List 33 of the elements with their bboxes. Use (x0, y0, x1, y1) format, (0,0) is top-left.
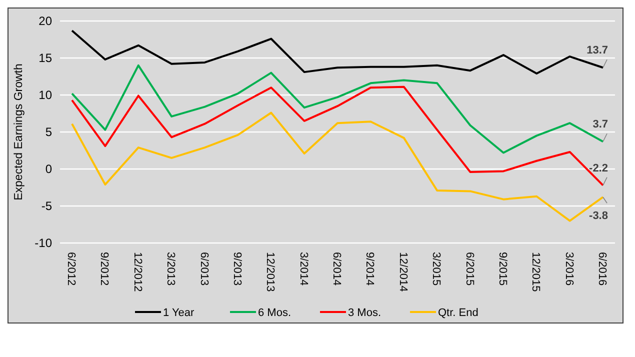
x-tick-label: 12/2015 (530, 252, 542, 292)
y-tick-label: -10 (34, 236, 52, 250)
x-tick-label: 6/2016 (596, 252, 608, 286)
y-tick-label: 0 (45, 162, 52, 176)
y-tick-label: 20 (38, 14, 52, 28)
y-tick-label: -5 (41, 199, 52, 214)
x-tick-label: 9/2014 (364, 252, 376, 286)
data-label: -3.8 (589, 210, 608, 222)
y-tick-label: 10 (38, 88, 52, 102)
legend-label: 3 Mos. (348, 306, 382, 319)
y-tick-label: 5 (45, 125, 52, 140)
legend-label: 6 Mos. (258, 306, 292, 319)
x-tick-label: 6/2012 (65, 252, 77, 286)
y-axis-title: Expected Earnings Growth (13, 64, 25, 200)
data-label: 13.7 (586, 44, 608, 57)
y-tick-label: 15 (38, 51, 52, 66)
data-label: -2.2 (589, 162, 608, 174)
x-tick-label: 3/2013 (164, 252, 177, 286)
x-tick-label: 9/2013 (230, 252, 243, 286)
x-tick-label: 9/2015 (496, 252, 508, 286)
x-tick-label: 6/2014 (330, 252, 342, 286)
x-tick-label: 3/2016 (562, 252, 575, 286)
x-tick-label: 12/2012 (131, 252, 144, 292)
legend-label: 1 Year (163, 306, 195, 319)
legend-label: Qtr. End (438, 306, 478, 319)
x-tick-label: 12/2013 (264, 252, 276, 292)
x-tick-label: 12/2014 (396, 252, 409, 292)
x-tick-label: 3/2015 (430, 252, 442, 286)
x-tick-label: 6/2015 (463, 252, 476, 286)
x-tick-label: 3/2014 (297, 252, 310, 286)
x-tick-label: 9/2012 (98, 252, 110, 286)
data-label: 3.7 (592, 118, 608, 131)
x-tick-label: 6/2013 (198, 252, 210, 286)
